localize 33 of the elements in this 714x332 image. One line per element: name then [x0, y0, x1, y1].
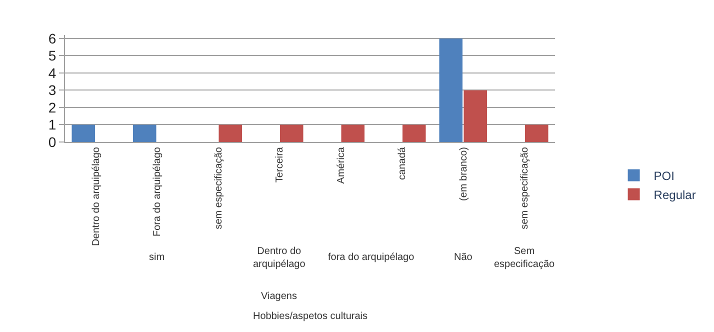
text: Hobbies/aspetos culturais	[253, 311, 368, 322]
text: fora do arquipélago	[328, 252, 415, 263]
legend-label: POI	[654, 168, 674, 183]
x-tick-label: Terceira	[274, 146, 286, 183]
y-tick-label: 6	[48, 30, 56, 46]
bar	[524, 124, 548, 142]
bar	[218, 124, 242, 142]
y-tick-label: 5	[48, 48, 56, 64]
y-tick-label: 1	[48, 116, 56, 133]
bar	[341, 124, 365, 142]
x-tick-label: América	[336, 146, 347, 184]
bar	[72, 124, 96, 142]
bar	[402, 124, 426, 142]
legend-label: Regular	[654, 188, 696, 202]
x-tick-label: canadá	[397, 146, 408, 180]
x-tick-label: Dentro do arquipélago	[90, 146, 102, 246]
text: sim	[149, 252, 165, 263]
x-tick-label: (em branco)	[458, 147, 470, 201]
y-tick-label: 3	[48, 82, 56, 98]
bar	[132, 124, 156, 142]
y-tick-label: 4	[48, 64, 56, 81]
bar	[464, 90, 488, 142]
text: Dentro do arquipélago	[253, 246, 306, 270]
text: Sem especificação	[494, 246, 556, 270]
x-tick-label: Fora do arquipélago	[152, 146, 164, 237]
bar	[280, 124, 304, 142]
x-tick-label: sem especificação	[520, 146, 531, 230]
x-tick-label: sem especificação	[213, 146, 224, 230]
text: Não	[454, 252, 473, 263]
bar	[439, 38, 463, 142]
y-tick-label: 2	[48, 99, 56, 116]
y-tick-label: 0	[48, 134, 56, 150]
text: Viagens	[261, 291, 297, 302]
